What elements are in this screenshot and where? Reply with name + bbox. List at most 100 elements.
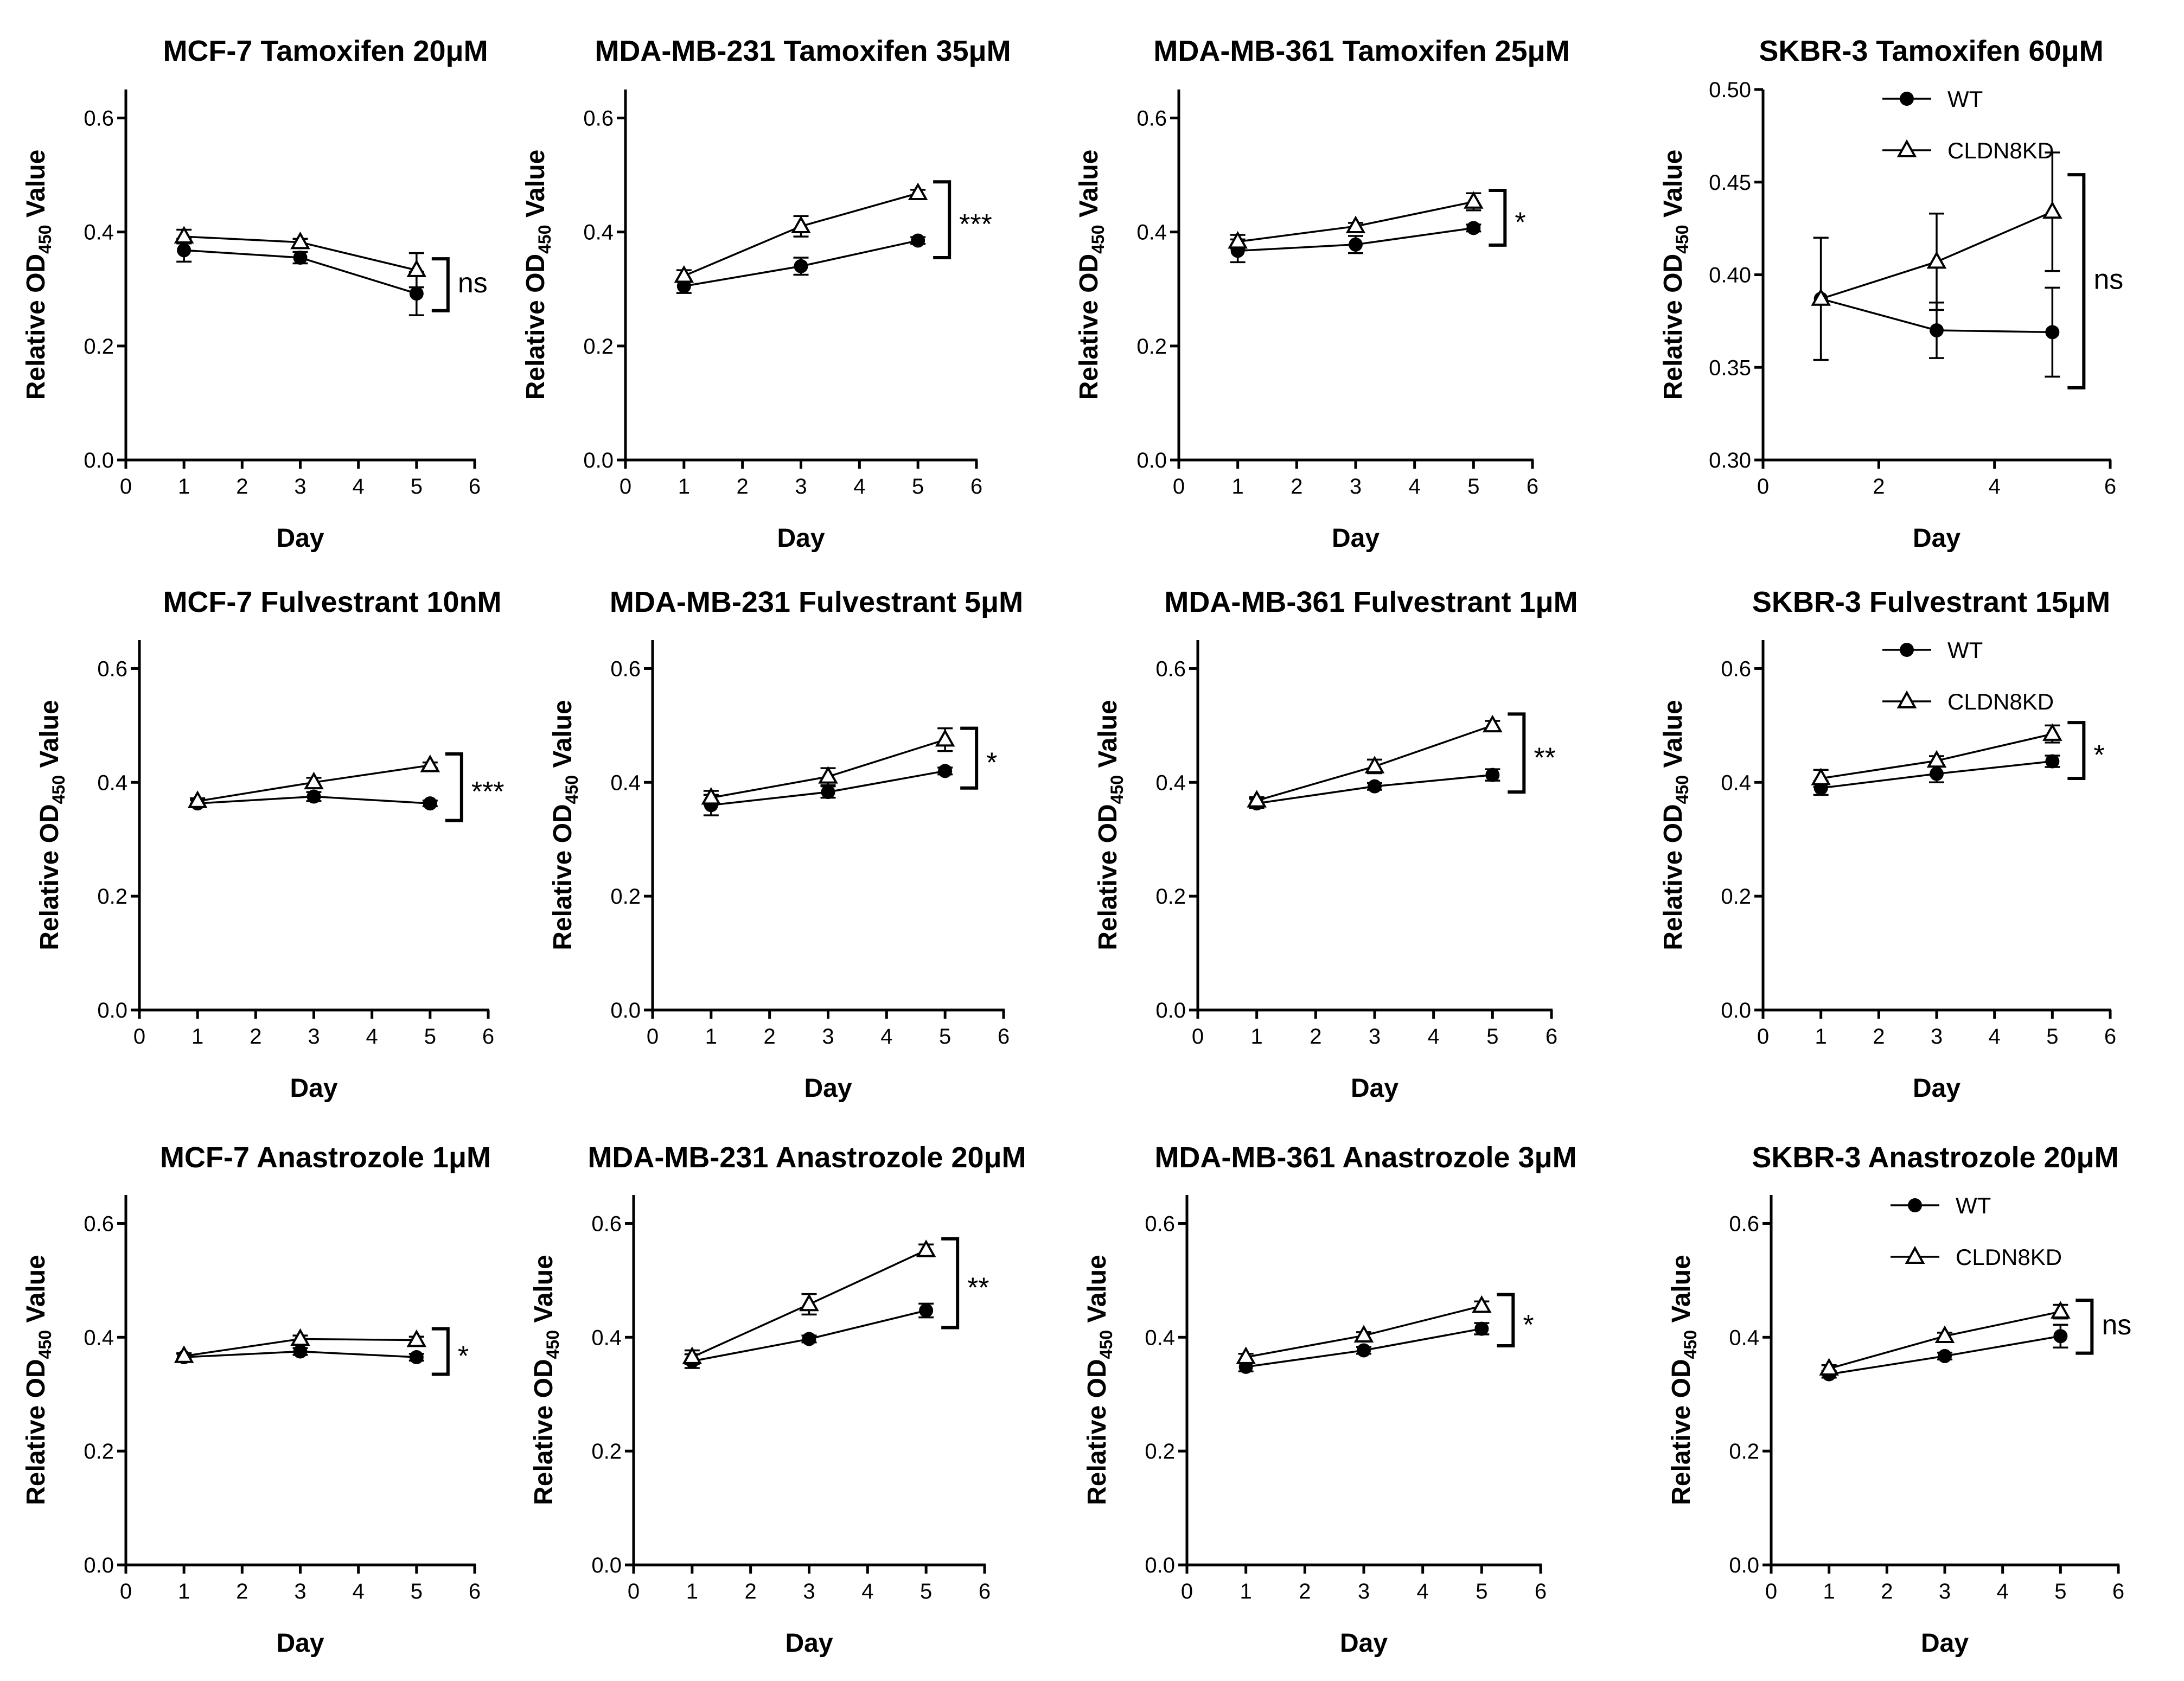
x-tick-label: 2 (236, 475, 248, 498)
x-axis-label: Day (1913, 524, 1961, 553)
x-tick-label: 6 (1535, 1580, 1547, 1603)
data-point-cldn8kd (682, 1346, 703, 1364)
data-point-cldn8kd (187, 790, 208, 808)
panel-6: MDA-MB-231 Fulvestrant 5μM 0.0 0.2 0.4 0.6 0 1… (548, 586, 1023, 1103)
data-point-wt (1368, 779, 1382, 794)
legend-label-cldn8kd: CLDN8KD (1956, 1244, 2062, 1270)
y-axis-label: Relative OD450 Value (1083, 1255, 1116, 1505)
data-point-cldn8kd (1472, 1295, 1492, 1313)
x-tick-label: 5 (411, 1580, 423, 1603)
significance-bracket (431, 1327, 450, 1376)
data-point-wt (794, 259, 808, 273)
data-point-cldn8kd (791, 215, 811, 233)
y-axis-label: Relative OD450 Value (521, 150, 554, 400)
x-tick-label: 4 (1989, 475, 2001, 498)
y-tick-label: 0.0 (591, 1554, 622, 1577)
panel-1: MCF-7 Tamoxifen 20μM 0.0 0.2 0.4 0.6 0 1 2 3 4 5 6 D… (22, 35, 488, 553)
x-tick-label: 6 (2112, 1580, 2124, 1603)
panel-10: MDA-MB-231 Anastrozole 20μM 0.0 0.2 0.4 0.6 0… (529, 1141, 1026, 1658)
x-tick-label: 4 (353, 1580, 365, 1603)
x-axis-label: Day (804, 1074, 852, 1103)
data-point-cldn8kd (290, 1328, 310, 1346)
y-tick-label: 0.4 (591, 1326, 622, 1350)
x-tick-label: 0 (120, 1580, 132, 1603)
data-point-cldn8kd (1483, 714, 1503, 733)
x-tick-label: 4 (353, 475, 365, 498)
panel-11: MDA-MB-361 Anastrozole 3μM 0.0 0.2 0.4 0.6 0 1… (1083, 1141, 1577, 1658)
data-point-cldn8kd (1819, 1358, 1839, 1376)
significance-label: * (1523, 1309, 1534, 1341)
data-point-cldn8kd (2042, 201, 2062, 219)
y-tick-label: 0.4 (1136, 221, 1167, 245)
x-tick-label: 0 (133, 1025, 145, 1049)
y-tick-label: 0.6 (1155, 657, 1186, 681)
y-axis-label: Relative OD450 Value (529, 1255, 563, 1505)
x-tick-label: 1 (705, 1025, 717, 1049)
y-tick-label: 0.2 (1145, 1440, 1175, 1463)
data-point-wt (1474, 1321, 1489, 1336)
chart-title: MDA-MB-231 Fulvestrant 5μM (610, 586, 1023, 618)
significance-label: * (1515, 207, 1525, 238)
data-point-cldn8kd (304, 771, 324, 790)
x-tick-label: 6 (998, 1025, 1010, 1049)
significance-bracket (1508, 712, 1526, 794)
significance-label: * (986, 747, 997, 779)
x-tick-label: 2 (745, 1580, 757, 1603)
data-point-wt (423, 796, 437, 811)
x-tick-label: 6 (482, 1025, 494, 1049)
data-point-cldn8kd (174, 1345, 194, 1363)
x-tick-label: 5 (1476, 1580, 1487, 1603)
x-tick-label: 2 (1881, 1580, 1893, 1603)
y-axis-label: Relative OD450 Value (1075, 150, 1108, 400)
data-point-cldn8kd (1811, 768, 1831, 785)
y-tick-label: 0.2 (583, 335, 614, 359)
data-point-cldn8kd (1228, 231, 1248, 249)
x-tick-label: 4 (1417, 1580, 1429, 1603)
data-point-cldn8kd (916, 1239, 936, 1257)
significance-bracket (445, 752, 463, 822)
significance-bracket (960, 726, 979, 790)
chart-title: MDA-MB-361 Anastrozole 3μM (1154, 1141, 1576, 1174)
x-tick-label: 0 (628, 1580, 640, 1603)
data-point-cldn8kd (1345, 215, 1366, 233)
legend: WT CLDN8KD (1882, 86, 2054, 163)
significance-bracket (2076, 1299, 2094, 1355)
x-tick-label: 0 (1757, 1025, 1769, 1049)
x-tick-label: 2 (250, 1025, 261, 1049)
chart-title: MCF-7 Tamoxifen 20μM (163, 35, 488, 67)
data-point-cldn8kd (674, 265, 694, 283)
significance-bracket (1497, 1293, 1515, 1348)
y-tick-label: 0.0 (610, 999, 641, 1022)
data-point-wt (1930, 766, 1944, 781)
x-tick-label: 2 (1291, 475, 1302, 498)
data-point-cldn8kd (1353, 1325, 1374, 1343)
x-tick-label: 5 (2046, 1025, 2058, 1049)
y-tick-label: 0.6 (610, 657, 641, 681)
y-tick-label: 0.4 (1155, 771, 1186, 795)
significance-bracket (2067, 173, 2086, 389)
legend-label-wt: WT (1947, 86, 1983, 112)
y-tick-label: 0.2 (1729, 1440, 1759, 1463)
data-point-wt (2053, 1329, 2068, 1344)
legend-marker-cldn8kd (1896, 690, 1917, 708)
y-tick-label: 0.6 (84, 1212, 114, 1236)
x-tick-label: 4 (1997, 1580, 2009, 1603)
y-tick-label: 0.0 (97, 999, 127, 1022)
y-tick-label: 0.50 (1709, 78, 1751, 102)
y-tick-label: 0.4 (583, 221, 614, 245)
y-tick-label: 0.6 (1136, 107, 1167, 131)
legend-label-wt: WT (1956, 1193, 1991, 1218)
y-tick-label: 0.4 (84, 1326, 114, 1350)
x-tick-label: 0 (1181, 1580, 1193, 1603)
x-tick-label: 2 (737, 475, 749, 498)
x-axis-label: Day (276, 1629, 324, 1658)
y-axis-label: Relative OD450 Value (22, 150, 55, 400)
data-point-cldn8kd (908, 182, 928, 201)
x-tick-label: 0 (1192, 1025, 1204, 1049)
x-tick-label: 5 (424, 1025, 436, 1049)
x-tick-label: 1 (1232, 475, 1244, 498)
y-tick-label: 0.4 (1729, 1326, 1759, 1350)
x-tick-label: 0 (620, 475, 631, 498)
data-point-wt (2045, 325, 2060, 340)
y-tick-label: 0.0 (84, 449, 114, 472)
